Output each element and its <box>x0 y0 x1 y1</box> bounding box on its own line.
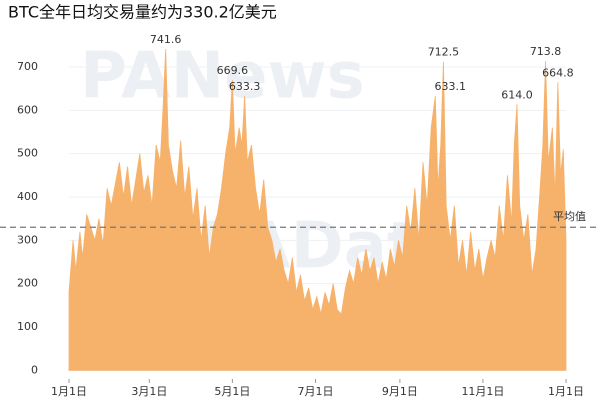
y-tick-label: 400 <box>17 190 38 203</box>
y-tick-label: 300 <box>17 233 38 246</box>
x-tick-label: 9月1日 <box>382 385 418 398</box>
x-tick-label: 3月1日 <box>131 385 167 398</box>
x-tick-label: 1月1日 <box>51 385 87 398</box>
x-tick-label: 1月1日 <box>548 385 584 398</box>
x-tick-label: 11月1日 <box>461 385 504 398</box>
y-tick-label: 700 <box>17 60 38 73</box>
watermark: PANews <box>80 40 365 114</box>
y-tick-label: 100 <box>17 320 38 333</box>
average-label: 平均值 <box>553 210 586 223</box>
x-tick-label: 7月1日 <box>297 385 333 398</box>
annotation: 712.5 <box>428 46 460 59</box>
annotation: 614.0 <box>501 88 533 101</box>
y-tick-label: 600 <box>17 103 38 116</box>
y-tick-label: 0 <box>31 363 38 376</box>
chart-title: BTC全年日均交易量约为330.2亿美元 <box>8 3 277 22</box>
y-tick-label: 500 <box>17 147 38 160</box>
annotation: 669.6 <box>217 64 249 77</box>
area <box>68 48 567 371</box>
x-tick-label: 5月1日 <box>214 385 250 398</box>
y-tick-label: 200 <box>17 277 38 290</box>
annotation: 664.8 <box>542 66 574 79</box>
annotation: 633.3 <box>229 80 261 93</box>
annotation: 741.6 <box>150 33 182 46</box>
annotation: 713.8 <box>530 45 562 58</box>
annotation: 633.1 <box>435 80 467 93</box>
